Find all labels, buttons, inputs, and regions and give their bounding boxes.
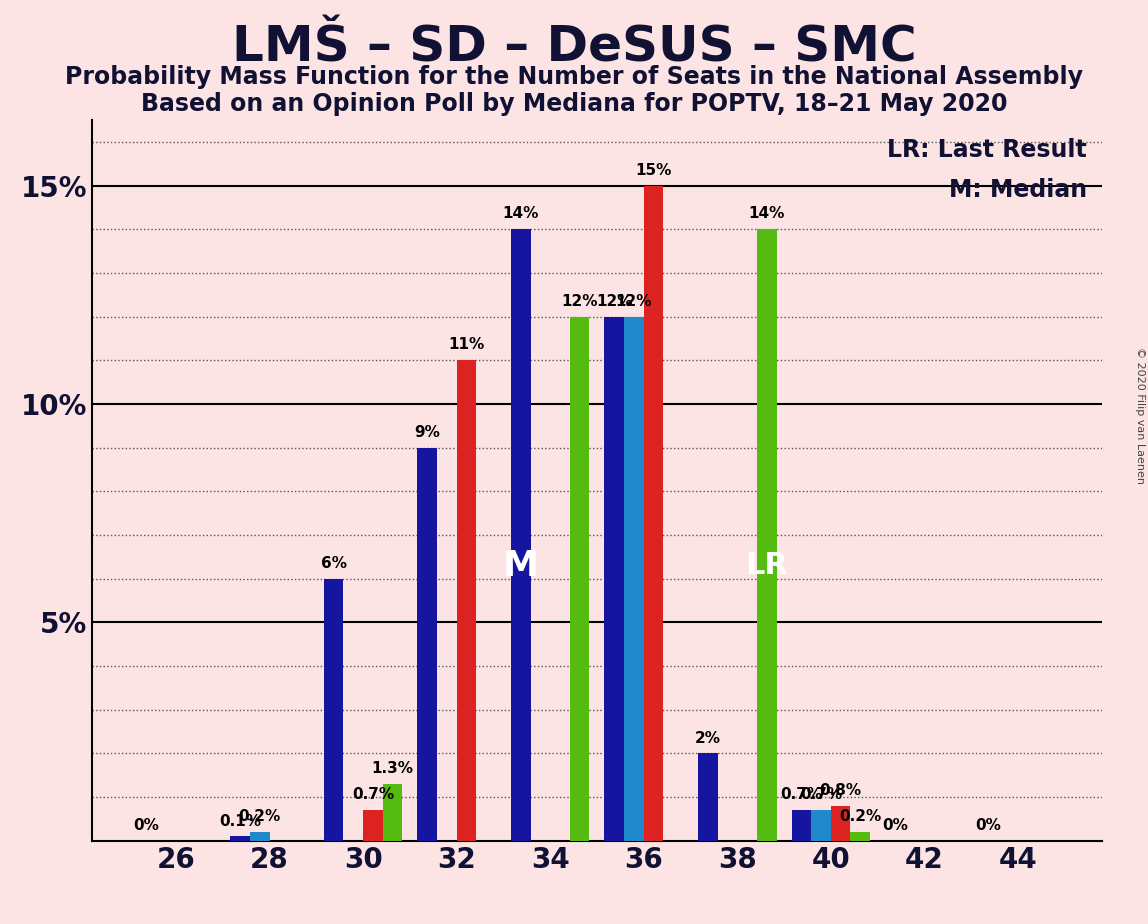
Text: 9%: 9%	[414, 425, 440, 440]
Bar	[757, 229, 776, 841]
Text: Probability Mass Function for the Number of Seats in the National Assembly: Probability Mass Function for the Number…	[65, 65, 1083, 89]
Text: 12%: 12%	[615, 294, 652, 309]
Text: M: M	[503, 549, 538, 583]
Text: 0.1%: 0.1%	[219, 814, 261, 829]
Text: 0%: 0%	[882, 818, 908, 833]
Bar	[851, 833, 870, 841]
Text: 0.7%: 0.7%	[781, 787, 822, 802]
Bar	[625, 317, 644, 841]
Text: 12%: 12%	[596, 294, 633, 309]
Text: LR: LR	[745, 551, 789, 580]
Text: 0%: 0%	[133, 818, 160, 833]
Bar	[382, 784, 403, 841]
Text: 15%: 15%	[635, 163, 672, 177]
Text: 6%: 6%	[320, 556, 347, 571]
Text: 0.8%: 0.8%	[820, 783, 862, 798]
Bar	[511, 229, 530, 841]
Text: 1.3%: 1.3%	[372, 761, 413, 776]
Text: 2%: 2%	[695, 731, 721, 746]
Bar	[791, 810, 812, 841]
Bar	[698, 753, 718, 841]
Bar	[569, 317, 589, 841]
Text: 14%: 14%	[748, 206, 785, 222]
Bar	[418, 448, 437, 841]
Text: 0.7%: 0.7%	[800, 787, 841, 802]
Text: 0%: 0%	[976, 818, 1001, 833]
Text: 0.2%: 0.2%	[839, 809, 882, 824]
Text: 14%: 14%	[503, 206, 538, 222]
Text: M: Median: M: Median	[948, 177, 1087, 201]
Bar	[363, 810, 382, 841]
Text: 0.2%: 0.2%	[239, 809, 281, 824]
Bar	[324, 578, 343, 841]
Bar	[831, 806, 851, 841]
Bar	[231, 836, 250, 841]
Bar	[457, 360, 476, 841]
Text: 12%: 12%	[561, 294, 598, 309]
Text: LMŠ – SD – DeSUS – SMC: LMŠ – SD – DeSUS – SMC	[232, 23, 916, 71]
Text: LR: Last Result: LR: Last Result	[887, 139, 1087, 162]
Text: 0.7%: 0.7%	[352, 787, 394, 802]
Bar	[250, 833, 270, 841]
Bar	[605, 317, 625, 841]
Text: 11%: 11%	[449, 337, 484, 352]
Bar	[812, 810, 831, 841]
Bar	[644, 186, 664, 841]
Text: Based on an Opinion Poll by Mediana for POPTV, 18–21 May 2020: Based on an Opinion Poll by Mediana for …	[141, 92, 1007, 116]
Text: © 2020 Filip van Laenen: © 2020 Filip van Laenen	[1135, 347, 1145, 484]
